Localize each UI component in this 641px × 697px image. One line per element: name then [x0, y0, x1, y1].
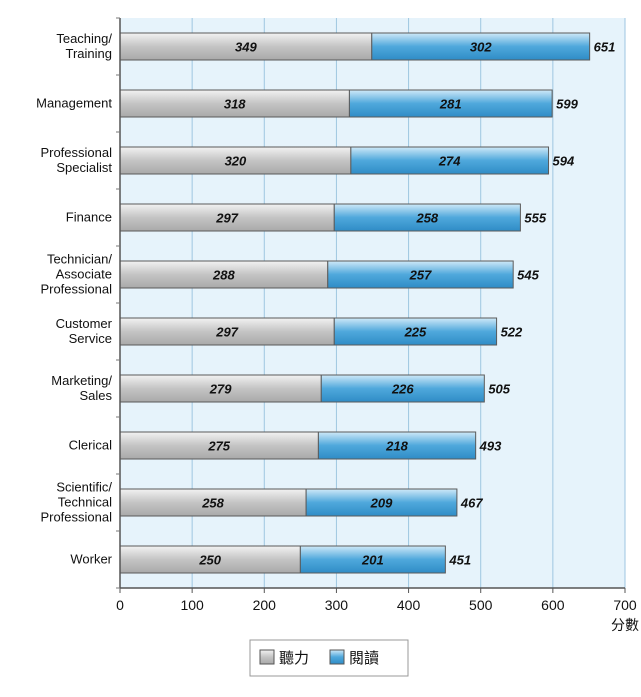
category-label-line: Technical [58, 495, 112, 510]
x-tick-label: 700 [613, 597, 637, 613]
bar-listening-value-label: 318 [224, 97, 246, 112]
category-label-line: Scientific/ [56, 480, 112, 495]
bar-reading-value-label: 226 [391, 382, 414, 397]
bar-total-label: 594 [553, 154, 575, 169]
x-tick-label: 200 [253, 597, 277, 613]
category-label: Technician/Associate Professional [40, 252, 112, 297]
bar-reading-value-label: 201 [361, 553, 384, 568]
category-label: Management [36, 96, 112, 111]
bar-total-label: 545 [517, 268, 539, 283]
legend-swatch-reading [330, 650, 344, 664]
bar-listening-value-label: 258 [201, 496, 224, 511]
bar-total-label: 599 [556, 97, 578, 112]
x-tick-label: 100 [180, 597, 204, 613]
bar-listening-value-label: 279 [209, 382, 232, 397]
category-label-line: Marketing/ [51, 373, 112, 388]
category-label-line: Professional [40, 510, 112, 525]
bar-listening-value-label: 297 [215, 211, 238, 226]
x-tick-label: 300 [325, 597, 349, 613]
category-label: Marketing/Sales [51, 373, 112, 403]
category-label: Professional Specialist [40, 145, 112, 175]
bar-total-label: 451 [448, 553, 471, 568]
bar-reading-value-label: 218 [385, 439, 408, 454]
x-tick-label: 500 [469, 597, 493, 613]
category-label-line: Associate [56, 267, 112, 282]
category-label-line: Specialist [56, 160, 112, 175]
category-label-line: Professional [40, 145, 112, 160]
category-label: Clerical [69, 438, 112, 453]
bar-reading-value-label: 225 [404, 325, 427, 340]
bar-reading-value-label: 258 [415, 211, 438, 226]
bar-total-label: 555 [524, 211, 546, 226]
bar-listening-value-label: 297 [215, 325, 238, 340]
category-label-line: Finance [66, 210, 112, 225]
bar-listening-value-label: 275 [207, 439, 230, 454]
bar-reading-value-label: 302 [470, 40, 492, 55]
category-label-line: Worker [70, 552, 112, 567]
bar-reading-value-label: 209 [370, 496, 393, 511]
category-label: Scientific/Technical Professional [40, 480, 112, 525]
category-label-line: Clerical [69, 438, 112, 453]
category-label-line: Training [66, 46, 112, 61]
x-axis-label: 分數 [611, 618, 639, 634]
category-label-line: Service [69, 331, 112, 346]
legend-label-reading: 閱讀 [349, 649, 379, 667]
category-label-line: Sales [79, 388, 112, 403]
bar-reading-value-label: 274 [438, 154, 461, 169]
bar-total-label: 505 [488, 382, 510, 397]
bar-total-label: 651 [594, 40, 616, 55]
bar-total-label: 522 [501, 325, 523, 340]
category-label-line: Customer [56, 316, 113, 331]
bar-listening-value-label: 349 [235, 40, 257, 55]
bar-reading-value-label: 281 [439, 97, 462, 112]
category-label-line: Management [36, 96, 112, 111]
category-label-line: Professional [40, 282, 112, 297]
bar-listening-value-label: 288 [212, 268, 235, 283]
category-label: Teaching/Training [56, 31, 112, 61]
category-label-line: Technician/ [47, 252, 112, 267]
category-label: Worker [70, 552, 112, 567]
category-label: Customer Service [56, 316, 113, 346]
category-label-line: Teaching/ [56, 31, 112, 46]
x-tick-label: 0 [116, 597, 124, 613]
legend-swatch-listening [260, 650, 274, 664]
bar-reading-value-label: 257 [409, 268, 432, 283]
bar-listening-value-label: 320 [225, 154, 247, 169]
category-label: Finance [66, 210, 112, 225]
bar-total-label: 493 [479, 439, 502, 454]
x-tick-label: 400 [397, 597, 421, 613]
bar-total-label: 467 [460, 496, 483, 511]
legend-label-listening: 聽力 [279, 649, 309, 667]
x-tick-label: 600 [541, 597, 565, 613]
bar-listening-value-label: 250 [198, 553, 221, 568]
